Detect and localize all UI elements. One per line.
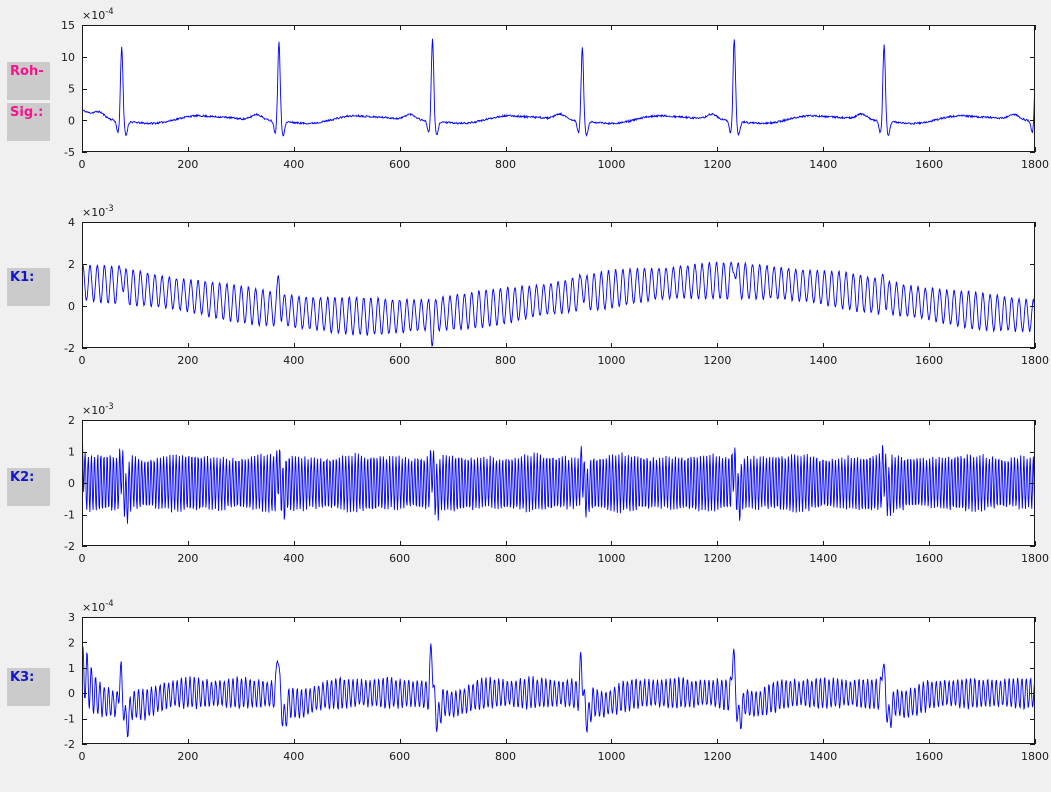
svg-text:0: 0 (68, 114, 75, 127)
svg-text:1200: 1200 (703, 552, 731, 565)
svg-text:800: 800 (495, 750, 516, 763)
svg-text:2: 2 (68, 258, 75, 271)
svg-text:4: 4 (68, 216, 75, 229)
svg-text:1800: 1800 (1021, 354, 1049, 367)
svg-text:0: 0 (79, 158, 86, 171)
svg-text:400: 400 (283, 552, 304, 565)
label-k2: K2: (7, 468, 50, 506)
svg-text:3: 3 (68, 611, 75, 624)
svg-text:0: 0 (79, 552, 86, 565)
label-roh: Roh- (7, 62, 50, 100)
svg-text:5: 5 (68, 83, 75, 96)
svg-text:2: 2 (68, 414, 75, 427)
svg-text:0: 0 (79, 354, 86, 367)
ticks-k1 (82, 222, 1036, 349)
svg-text:1800: 1800 (1021, 158, 1049, 171)
plot-area-k3 (82, 617, 1035, 744)
plot-roh_sig: 0 200 400 600 800 1000 1200 1400 1600 1800 -5 0 5 10 1… (61, 7, 1049, 171)
svg-text:-2: -2 (64, 342, 75, 355)
plot-k1: 0 200 400 600 800 1000 1200 1400 1600 1800 -2 0 2 4 ×1… (64, 204, 1049, 367)
axes-box-roh_sig (82, 25, 1035, 152)
svg-text:1600: 1600 (915, 552, 943, 565)
svg-text:1400: 1400 (809, 552, 837, 565)
svg-text:400: 400 (283, 354, 304, 367)
svg-text:600: 600 (389, 552, 410, 565)
svg-text:0: 0 (79, 750, 86, 763)
plot-k3: 0 200 400 600 800 1000 1200 1400 1600 1800 -2 -1 0 1 2… (64, 599, 1049, 763)
svg-text:10: 10 (61, 51, 75, 64)
svg-text:1400: 1400 (809, 750, 837, 763)
signal-line-k2 (82, 424, 1035, 524)
svg-text:0: 0 (68, 300, 75, 313)
svg-text:600: 600 (389, 354, 410, 367)
svg-text:1600: 1600 (915, 354, 943, 367)
svg-text:-5: -5 (64, 146, 75, 159)
exponent-label-k1: ×10-3 (82, 204, 114, 219)
svg-text:1800: 1800 (1021, 552, 1049, 565)
svg-text:1400: 1400 (809, 158, 837, 171)
svg-text:200: 200 (177, 552, 198, 565)
svg-text:200: 200 (177, 750, 198, 763)
svg-text:1600: 1600 (915, 158, 943, 171)
svg-text:-2: -2 (64, 738, 75, 751)
svg-text:1200: 1200 (703, 354, 731, 367)
ticks-k2 (82, 420, 1036, 547)
exponent-label-k3: ×10-4 (82, 599, 114, 614)
signal-line-roh_sig (82, 38, 1035, 138)
svg-text:1000: 1000 (597, 552, 625, 565)
svg-text:-2: -2 (64, 540, 75, 553)
plot-area-roh_sig (82, 25, 1035, 152)
svg-text:0: 0 (68, 477, 75, 490)
exponent-label-roh_sig: ×10-4 (82, 7, 114, 22)
svg-text:-1: -1 (64, 509, 75, 522)
svg-text:1200: 1200 (703, 158, 731, 171)
label-sig: Sig.: (7, 103, 50, 141)
svg-text:1: 1 (68, 662, 75, 675)
svg-text:400: 400 (283, 158, 304, 171)
ticks-k3 (82, 617, 1036, 745)
svg-text:1400: 1400 (809, 354, 837, 367)
ticks-roh_sig (82, 25, 1036, 153)
plot-k2: 0 200 400 600 800 1000 1200 1400 1600 1800 -2 -1 0 1 2… (64, 402, 1049, 565)
svg-text:-1: -1 (64, 713, 75, 726)
svg-text:600: 600 (389, 158, 410, 171)
svg-text:1000: 1000 (597, 158, 625, 171)
svg-text:1000: 1000 (597, 354, 625, 367)
svg-text:800: 800 (495, 354, 516, 367)
svg-text:0: 0 (68, 687, 75, 700)
svg-text:400: 400 (283, 750, 304, 763)
svg-text:200: 200 (177, 158, 198, 171)
svg-text:1600: 1600 (915, 750, 943, 763)
svg-text:200: 200 (177, 354, 198, 367)
svg-text:1000: 1000 (597, 750, 625, 763)
label-k1: K1: (7, 268, 50, 306)
axes-box-k3 (82, 617, 1035, 744)
signal-line-k3 (82, 643, 1035, 738)
svg-text:1800: 1800 (1021, 750, 1049, 763)
svg-text:1: 1 (68, 446, 75, 459)
svg-text:1200: 1200 (703, 750, 731, 763)
svg-text:800: 800 (495, 552, 516, 565)
axes-box-k1 (82, 222, 1035, 348)
svg-text:800: 800 (495, 158, 516, 171)
exponent-label-k2: ×10-3 (82, 402, 114, 417)
signal-line-k1 (82, 261, 1035, 347)
label-k3: K3: (7, 668, 50, 706)
svg-text:15: 15 (61, 19, 75, 32)
svg-text:2: 2 (68, 636, 75, 649)
svg-text:600: 600 (389, 750, 410, 763)
